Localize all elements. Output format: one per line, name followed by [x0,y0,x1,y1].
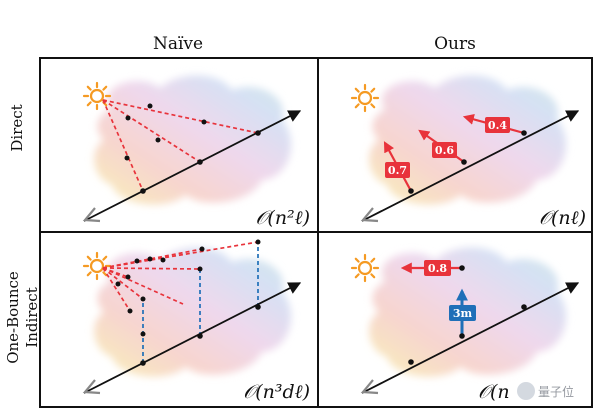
watermark: 量子位 [517,382,574,400]
cloud-ours-direct [369,75,567,205]
cloud-naive-indirect [94,247,292,377]
cloud-naive-direct [94,75,292,205]
complexity-naive-indirect: 𝒪(n³dℓ) [243,381,310,403]
eye-arrow-icon [82,207,101,223]
weight-tag-indirect: 0.8 [424,260,451,276]
sun-icon [82,251,112,281]
complexity-naive-direct: 𝒪(n²ℓ) [255,207,310,229]
sun-icon [82,81,112,111]
eye-arrow-icon [360,207,379,223]
weight-tag-2: 0.6 [432,142,457,158]
weight-tag-3: 0.4 [485,117,510,133]
svg-text:0.4: 0.4 [488,119,507,132]
sun-icon [350,253,380,283]
eye-arrow-icon [82,379,101,395]
panel-ours-indirect [317,231,593,408]
ray-ours-direct [361,110,580,222]
eye-arrow-icon [360,379,379,395]
ray-naive-indirect [83,282,302,394]
column-title-naive: Naïve [152,34,204,54]
complexity-ours-indirect: 𝒪(n [478,381,510,403]
sun-icon [350,83,380,113]
height-tag: 3m [449,305,476,321]
svg-text:量子位: 量子位 [538,384,574,399]
weight-tag-1: 0.7 [385,162,410,178]
svg-text:3m: 3m [453,307,473,320]
ray-naive-direct [83,110,302,222]
column-title-ours: Ours [434,34,476,54]
ray-ours-indirect [361,282,580,394]
complexity-ours-direct: 𝒪(nℓ) [539,207,586,229]
svg-text:0.6: 0.6 [435,144,454,157]
svg-text:0.7: 0.7 [388,164,407,177]
svg-text:0.8: 0.8 [428,262,447,275]
